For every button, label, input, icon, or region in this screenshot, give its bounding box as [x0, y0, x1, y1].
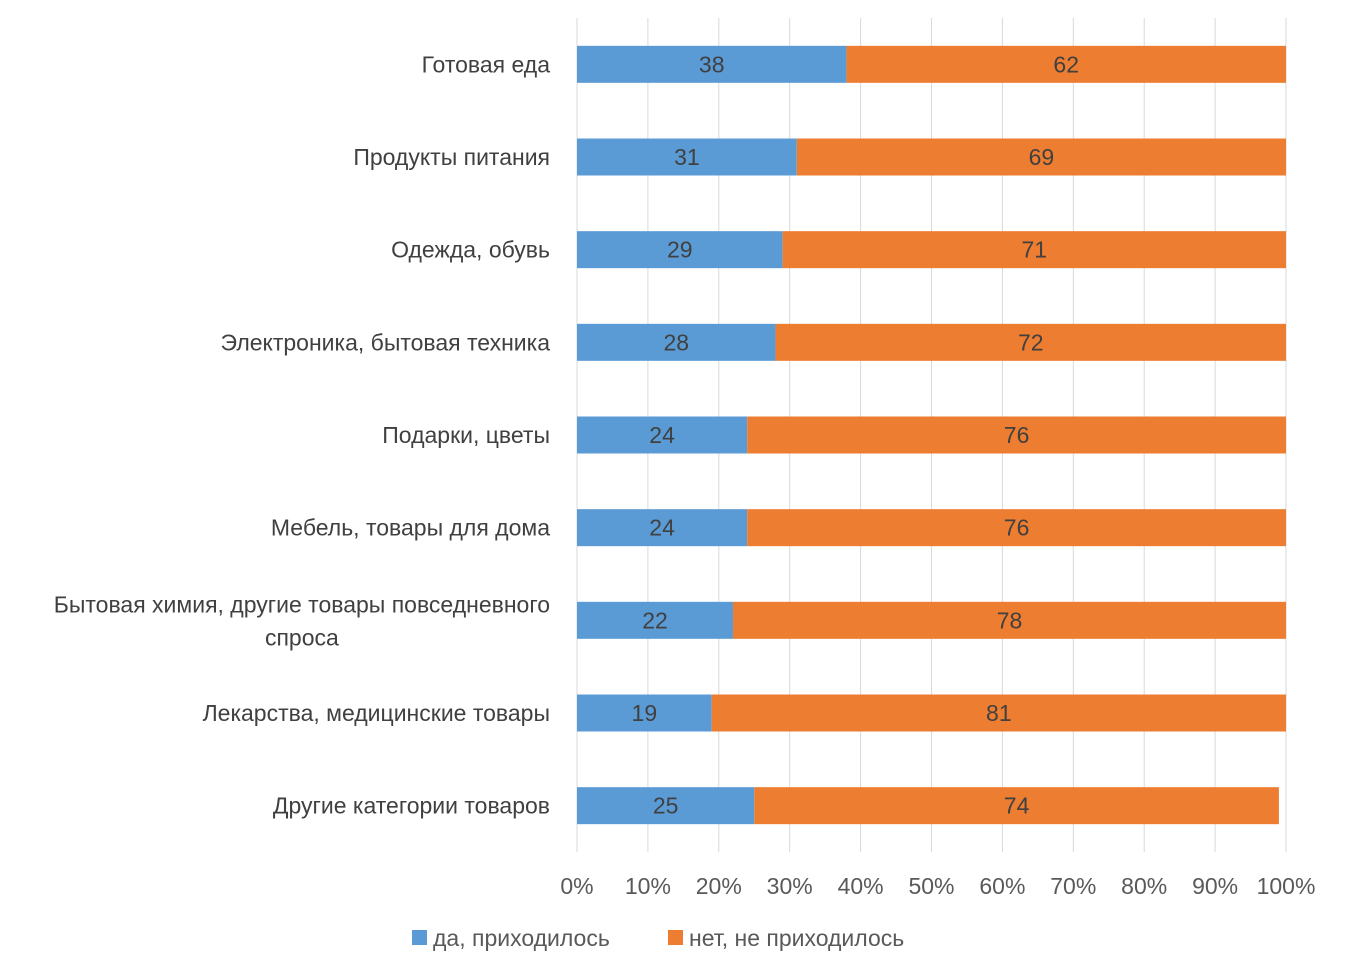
bar-segment: [732, 601, 1286, 639]
category-label: Электроника, бытовая техника: [221, 329, 551, 355]
category-label: Одежда, обувь: [391, 237, 550, 263]
bar-segment: [754, 787, 1279, 825]
x-tick-label: 30%: [767, 873, 813, 899]
bar-segment: [782, 231, 1286, 269]
data-label: 31: [674, 144, 700, 170]
bars: [577, 45, 1286, 825]
bar-segment: [577, 45, 847, 83]
bar-segment: [775, 323, 1286, 361]
category-label: Лекарства, медицинские товары: [203, 700, 550, 726]
legend: да, приходилось нет, не приходилось: [412, 925, 904, 951]
legend-label: да, приходилось: [433, 925, 610, 951]
data-label: 72: [1018, 329, 1044, 355]
x-tick-label: 10%: [625, 873, 671, 899]
bar-segment: [577, 787, 755, 825]
data-label: 19: [632, 700, 658, 726]
category-label: Бытовая химия, другие товары повседневно…: [54, 591, 550, 650]
bar-segment: [577, 416, 748, 454]
legend-swatch: [412, 930, 427, 945]
data-label: 78: [997, 607, 1023, 633]
category-label: Мебель, товары для дома: [271, 515, 550, 541]
x-axis-tick-labels: 0% 10% 20% 30% 40% 50% 60% 70% 80% 90% 100%: [560, 873, 1315, 899]
x-tick-label: 100%: [1257, 873, 1316, 899]
legend-item: нет, не приходилось: [668, 925, 904, 951]
data-label: 24: [649, 422, 675, 448]
bar-segment: [796, 138, 1286, 176]
x-tick-label: 0%: [560, 873, 593, 899]
category-label: Готовая еда: [422, 51, 551, 77]
legend-item: да, приходилось: [412, 925, 610, 951]
x-tick-label: 90%: [1192, 873, 1238, 899]
legend-label: нет, не приходилось: [689, 925, 904, 951]
category-label: Другие категории товаров: [273, 793, 550, 819]
x-tick-label: 60%: [979, 873, 1025, 899]
bar-segment: [577, 509, 748, 547]
bar-segment: [846, 45, 1286, 83]
category-label: Подарки, цветы: [382, 422, 550, 448]
x-tick-label: 50%: [908, 873, 954, 899]
bar-segment: [577, 138, 797, 176]
data-label: 81: [986, 700, 1012, 726]
bar-segment: [711, 694, 1286, 732]
data-label: 71: [1022, 237, 1048, 263]
data-label: 62: [1053, 51, 1079, 77]
legend-swatch: [668, 930, 683, 945]
bar-segment: [747, 509, 1286, 547]
data-label: 25: [653, 793, 679, 819]
data-label: 38: [699, 51, 725, 77]
bar-segment: [577, 601, 733, 639]
bar-segment: [747, 416, 1286, 454]
data-label: 76: [1004, 422, 1030, 448]
data-label: 29: [667, 237, 693, 263]
category-labels: Готовая еда Продукты питания Одежда, обувь…: [54, 51, 550, 818]
x-tick-label: 70%: [1050, 873, 1096, 899]
x-tick-label: 80%: [1121, 873, 1167, 899]
x-tick-label: 20%: [696, 873, 742, 899]
data-label: 74: [1004, 793, 1030, 819]
data-label: 69: [1029, 144, 1055, 170]
bar-segment: [577, 323, 776, 361]
bar-segment: [577, 694, 712, 732]
category-label: Продукты питания: [353, 144, 550, 170]
bar-segment: [577, 231, 783, 269]
x-tick-label: 40%: [838, 873, 884, 899]
data-label: 76: [1004, 515, 1030, 541]
data-label: 22: [642, 607, 668, 633]
data-label: 24: [649, 515, 675, 541]
data-labels: 38 62 31 69 29 71 28 72 24 76 24 76 22 78 19 81 25 74: [632, 51, 1079, 818]
data-label: 28: [663, 329, 689, 355]
